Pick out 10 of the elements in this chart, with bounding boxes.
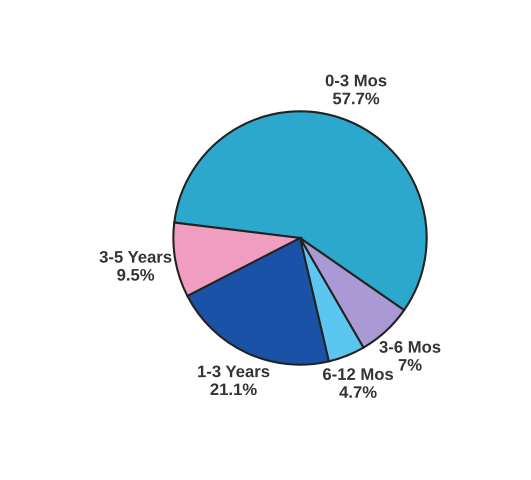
slice-label: 6-12 Mos [323, 368, 394, 380]
slice-label: 1-3 Years [198, 365, 270, 378]
slice-label: 3-6 Mos [379, 341, 440, 353]
slice-label: 0-3 Mos [326, 74, 386, 86]
data-label: 9.5% [117, 268, 154, 281]
slice-label: 3-5 Years [100, 250, 172, 263]
data-label: 21.1% [210, 383, 257, 396]
data-label: 4.7% [339, 386, 377, 398]
data-label: 7% [398, 359, 422, 371]
data-label: 57.7% [332, 92, 380, 104]
